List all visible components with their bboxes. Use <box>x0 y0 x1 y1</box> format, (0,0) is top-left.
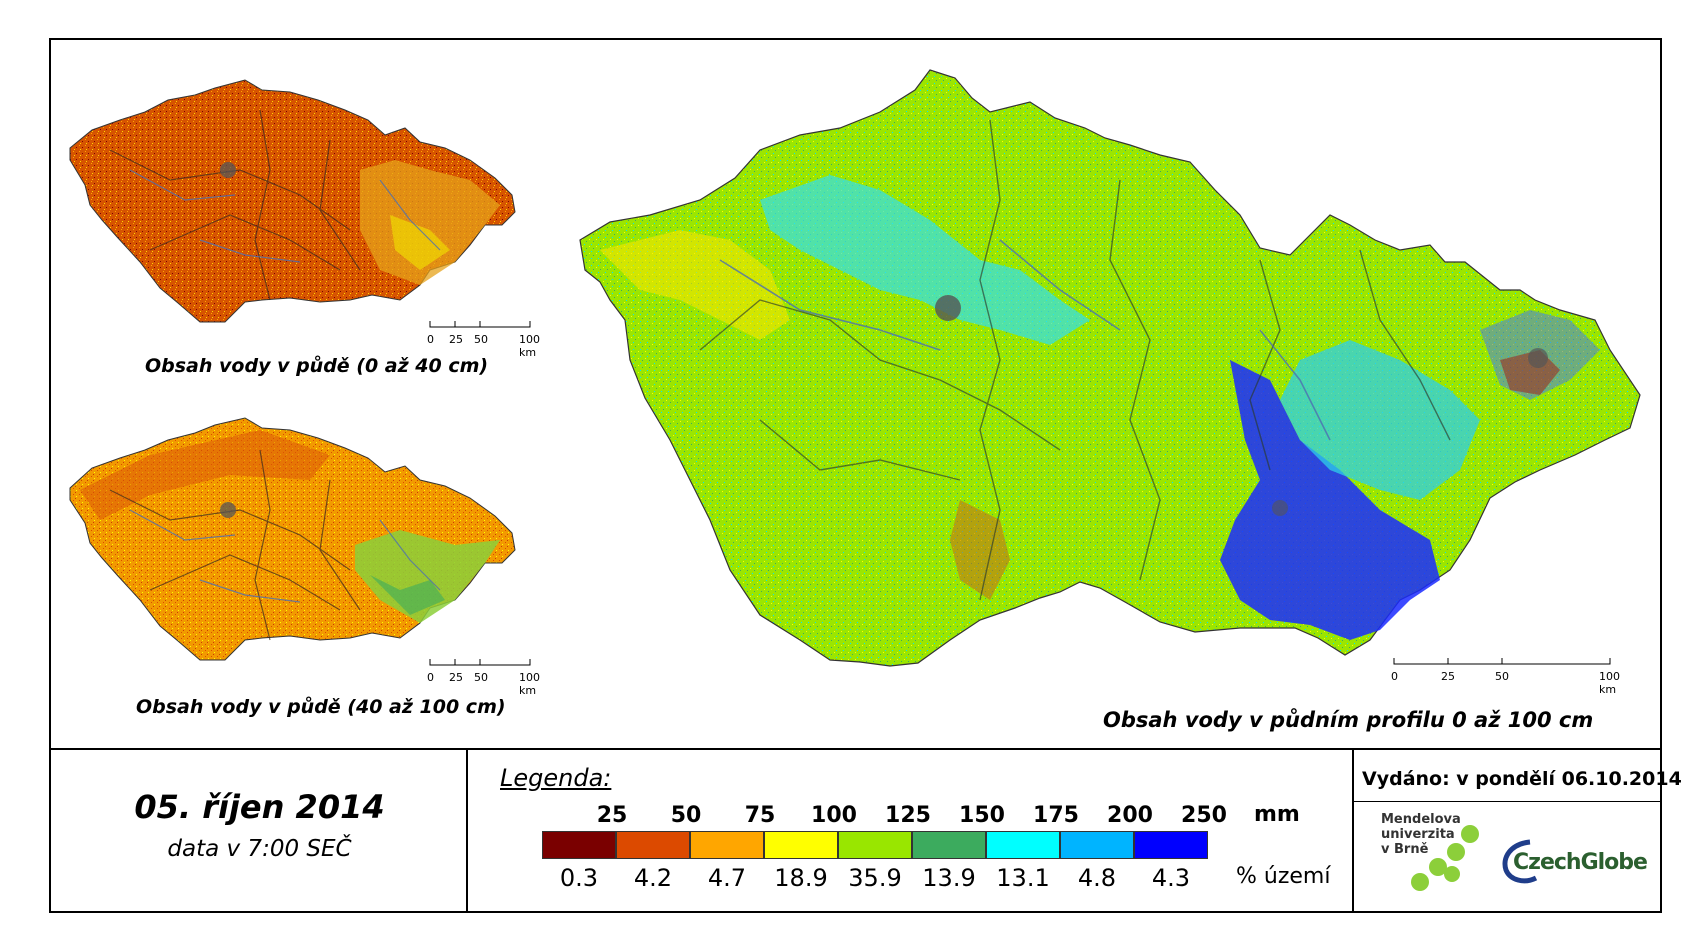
map-title-topsoil: Obsah vody v půdě (0 až 40 cm) <box>145 355 489 377</box>
mendel-logo-dots-icon <box>1411 825 1479 891</box>
legend-percentage: 4.8 <box>1077 864 1117 892</box>
mendel-line: v Brně <box>1381 842 1429 857</box>
legend-swatch <box>542 831 616 859</box>
legend-percentage: 0.3 <box>559 864 599 892</box>
scalebar-profile <box>1393 658 1611 665</box>
mendel-logo-text: Mendelova univerzita v Brně <box>1381 812 1461 857</box>
date-subtitle: data v 7:00 SEČ <box>167 836 352 862</box>
issued-divider <box>1354 801 1660 802</box>
footer-divider-left <box>466 750 468 911</box>
legend-threshold: 125 <box>885 803 931 828</box>
scale-label: 25 <box>449 671 463 684</box>
map-title-subsoil: Obsah vody v půdě (40 až 100 cm) <box>136 696 506 718</box>
legend-swatch <box>912 831 986 859</box>
date-panel: 05. říjen 2014 data v 7:00 SEČ <box>51 750 468 911</box>
mendel-line: univerzita <box>1381 827 1455 842</box>
legend-threshold: 150 <box>959 803 1005 828</box>
map-profile <box>579 69 1641 667</box>
legend-swatch <box>838 831 912 859</box>
legend-percentage: 4.7 <box>707 864 747 892</box>
mendel-line: Mendelova <box>1381 812 1461 827</box>
czechglobe-swoosh-icon <box>1502 839 1538 884</box>
date-title: 05. říjen 2014 <box>134 788 385 826</box>
legend-percentage: 18.9 <box>774 864 828 892</box>
legend-unit: mm <box>1254 802 1300 827</box>
legend-swatch <box>986 831 1060 859</box>
legend-swatch <box>764 831 838 859</box>
scale-label: 50 <box>1495 670 1509 683</box>
legend-threshold: 25 <box>596 803 628 828</box>
legend-threshold: 50 <box>670 803 702 828</box>
legend-swatch <box>690 831 764 859</box>
legend-threshold: 175 <box>1033 803 1079 828</box>
legend-title: Legenda: <box>500 764 612 792</box>
legend-percentage: 13.9 <box>922 864 976 892</box>
legend-percentage: 4.2 <box>633 864 673 892</box>
legend-threshold: 250 <box>1181 803 1227 828</box>
scale-label: 100 km <box>519 333 540 359</box>
legend-swatch <box>616 831 690 859</box>
scale-label: 0 <box>427 333 434 346</box>
scale-label: 25 <box>449 333 463 346</box>
scale-label: 100 km <box>1599 670 1620 696</box>
issued-date: Vydáno: v pondělí 06.10.2014 <box>1362 768 1682 790</box>
czechglobe-text: CzechGlobe <box>1513 850 1648 875</box>
map-topsoil <box>69 79 516 323</box>
footer-divider <box>49 748 1662 750</box>
legend-percentage: 4.3 <box>1151 864 1191 892</box>
scale-label: 50 <box>474 333 488 346</box>
legend-percentage: 35.9 <box>848 864 902 892</box>
legend-share-label: % území <box>1236 864 1331 889</box>
map-title-profile: Obsah vody v půdním profilu 0 až 100 cm <box>1103 708 1594 732</box>
scale-label: 0 <box>1391 670 1398 683</box>
scalebar-topsoil <box>429 321 531 328</box>
scale-label: 100 km <box>519 671 540 697</box>
legend-threshold: 200 <box>1107 803 1153 828</box>
scalebar-subsoil <box>429 659 531 666</box>
map-subsoil <box>69 417 516 661</box>
scale-label: 25 <box>1441 670 1455 683</box>
legend-threshold: 75 <box>744 803 776 828</box>
legend-swatch <box>1134 831 1208 859</box>
scale-label: 50 <box>474 671 488 684</box>
legend-percentage: 13.1 <box>996 864 1050 892</box>
footer-divider-right <box>1352 750 1354 911</box>
legend-threshold: 100 <box>811 803 857 828</box>
scale-label: 0 <box>427 671 434 684</box>
legend-swatch <box>1060 831 1134 859</box>
